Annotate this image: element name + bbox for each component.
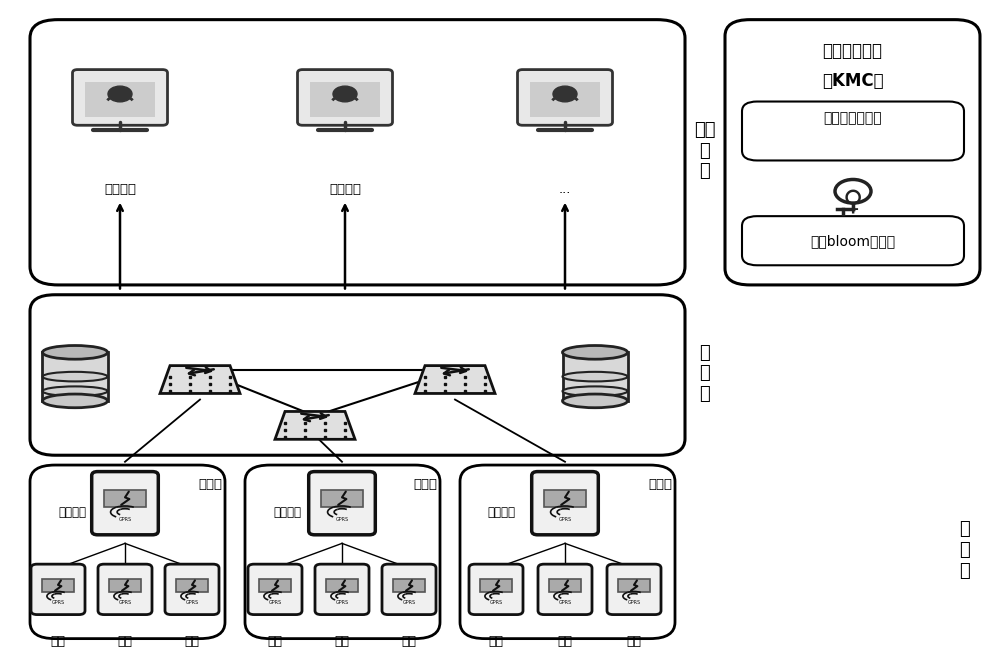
- FancyBboxPatch shape: [742, 102, 964, 160]
- Text: （KMC）: （KMC）: [822, 72, 883, 90]
- FancyBboxPatch shape: [315, 564, 369, 614]
- FancyBboxPatch shape: [98, 564, 152, 614]
- FancyBboxPatch shape: [532, 472, 598, 534]
- Text: GPRS: GPRS: [335, 599, 349, 605]
- Text: GPRS: GPRS: [51, 599, 65, 605]
- FancyBboxPatch shape: [30, 20, 685, 285]
- Text: 用户: 用户: [402, 635, 416, 648]
- Polygon shape: [160, 365, 240, 394]
- Text: GPRS: GPRS: [558, 599, 572, 605]
- Text: 密锱管理中心: 密锱管理中心: [822, 42, 883, 60]
- Ellipse shape: [562, 346, 628, 359]
- Text: 区块链: 区块链: [648, 478, 672, 491]
- FancyBboxPatch shape: [30, 465, 225, 639]
- Bar: [259, 579, 291, 592]
- FancyBboxPatch shape: [30, 295, 685, 455]
- Text: 中心
单
元: 中心 单 元: [694, 121, 716, 180]
- Text: 广
域
网: 广 域 网: [700, 344, 710, 403]
- Text: 控制中心: 控制中心: [329, 183, 361, 196]
- Text: 区块链: 区块链: [198, 478, 222, 491]
- Text: 用户: 用户: [558, 635, 572, 648]
- Text: GPRS: GPRS: [558, 517, 572, 522]
- Ellipse shape: [562, 372, 628, 381]
- FancyBboxPatch shape: [309, 472, 375, 534]
- Text: GPRS: GPRS: [335, 517, 349, 522]
- Text: 挖掘节点: 挖掘节点: [487, 506, 515, 519]
- Text: GPRS: GPRS: [118, 517, 132, 522]
- Text: 用户: 用户: [184, 635, 200, 648]
- Text: 用户: 用户: [488, 635, 504, 648]
- FancyBboxPatch shape: [72, 69, 167, 125]
- Ellipse shape: [42, 394, 108, 407]
- FancyBboxPatch shape: [460, 465, 675, 639]
- Bar: [549, 579, 581, 592]
- Text: ...: ...: [559, 183, 571, 196]
- Text: 用户: 用户: [268, 635, 283, 648]
- Ellipse shape: [42, 346, 108, 359]
- Text: 挖掘节点: 挖掘节点: [273, 506, 301, 519]
- Circle shape: [108, 86, 132, 102]
- Ellipse shape: [562, 394, 628, 407]
- Bar: [480, 579, 512, 592]
- Bar: [530, 82, 600, 117]
- Text: GPRS: GPRS: [185, 599, 199, 605]
- Text: ♀: ♀: [843, 187, 863, 215]
- Bar: [544, 490, 586, 506]
- Bar: [85, 82, 155, 117]
- Bar: [310, 82, 380, 117]
- Text: 用户: 用户: [50, 635, 66, 648]
- FancyBboxPatch shape: [31, 564, 85, 614]
- Text: GPRS: GPRS: [489, 599, 503, 605]
- FancyBboxPatch shape: [725, 20, 980, 285]
- Text: 创建bloom过滤器: 创建bloom过滤器: [810, 234, 896, 248]
- Text: GPRS: GPRS: [268, 599, 282, 605]
- Bar: [393, 579, 425, 592]
- Bar: [104, 490, 146, 506]
- FancyBboxPatch shape: [382, 564, 436, 614]
- FancyBboxPatch shape: [298, 69, 392, 125]
- FancyBboxPatch shape: [92, 472, 158, 534]
- FancyBboxPatch shape: [248, 564, 302, 614]
- FancyBboxPatch shape: [538, 564, 592, 614]
- Bar: [321, 490, 363, 506]
- FancyBboxPatch shape: [607, 564, 661, 614]
- FancyBboxPatch shape: [742, 216, 964, 265]
- Text: 计费中心: 计费中心: [104, 183, 136, 196]
- Ellipse shape: [42, 372, 108, 381]
- Bar: [326, 579, 358, 592]
- Ellipse shape: [562, 386, 628, 396]
- Ellipse shape: [42, 386, 108, 396]
- Bar: [109, 579, 141, 592]
- Text: 用户: 用户: [334, 635, 350, 648]
- FancyBboxPatch shape: [469, 564, 523, 614]
- Bar: [42, 579, 74, 592]
- Polygon shape: [275, 411, 355, 440]
- Circle shape: [333, 86, 357, 102]
- Text: 邻
域
网: 邻 域 网: [960, 521, 970, 580]
- FancyBboxPatch shape: [245, 465, 440, 639]
- Circle shape: [553, 86, 577, 102]
- Text: GPRS: GPRS: [402, 599, 416, 605]
- Bar: [176, 579, 208, 592]
- Bar: [618, 579, 650, 592]
- Text: GPRS: GPRS: [118, 599, 132, 605]
- Text: GPRS: GPRS: [627, 599, 641, 605]
- Text: 生成公锱和私锱: 生成公锱和私锱: [824, 111, 882, 126]
- FancyBboxPatch shape: [518, 69, 612, 125]
- Text: 用户: 用户: [626, 635, 642, 648]
- Text: 挖掘节点: 挖掘节点: [58, 506, 86, 519]
- FancyBboxPatch shape: [165, 564, 219, 614]
- Text: 用户: 用户: [118, 635, 132, 648]
- Polygon shape: [415, 365, 495, 394]
- Text: 区块链: 区块链: [413, 478, 437, 491]
